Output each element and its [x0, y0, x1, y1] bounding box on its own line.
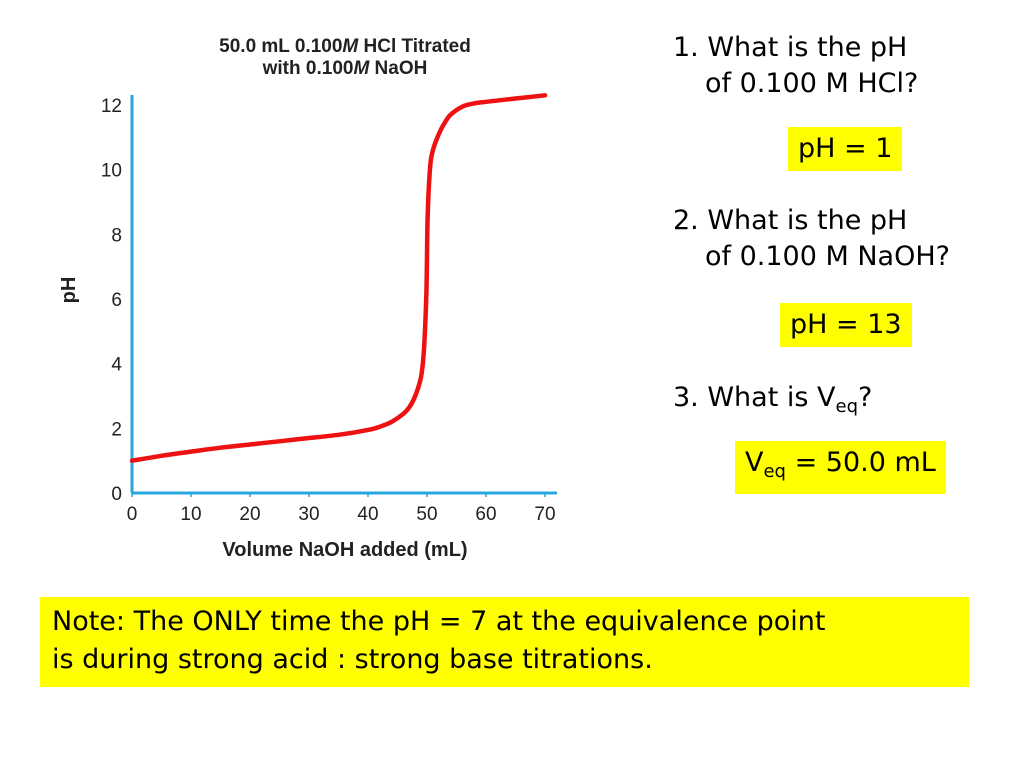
- question-3-suffix: ?: [858, 382, 873, 413]
- answer-3-prefix: V: [745, 447, 764, 478]
- x-tick-label: 50: [416, 504, 437, 525]
- question-1-line1: 1. What is the pH: [673, 32, 908, 63]
- x-tick-label: 20: [239, 504, 260, 525]
- note-line2: is during strong acid : strong base titr…: [52, 644, 653, 675]
- note-box: Note: The ONLY time the pH = 7 at the eq…: [40, 597, 969, 687]
- chart-series: [129, 93, 548, 463]
- y-tick-label: 4: [111, 355, 122, 376]
- answer-3-subscript: eq: [763, 461, 786, 482]
- y-tick-label: 8: [111, 225, 122, 246]
- y-tick-label: 10: [101, 161, 122, 182]
- x-tick-label: 70: [534, 504, 555, 525]
- question-1: 1. What is the pH of 0.100 M HCl?: [673, 30, 918, 102]
- x-tick-labels: 0 10 20 30 40 50 60 70: [127, 493, 556, 525]
- y-tick-label: 12: [101, 96, 122, 117]
- y-axis-label: pH: [58, 277, 80, 304]
- question-3: 3. What is Veq?: [673, 380, 872, 425]
- chart-title-line-2: with 0.100M NaOH: [262, 58, 428, 79]
- question-2: 2. What is the pH of 0.100 M NaOH?: [673, 203, 950, 275]
- x-tick-label: 30: [298, 504, 319, 525]
- question-3-subscript: eq: [835, 396, 859, 417]
- answer-2-box: pH = 13: [780, 303, 912, 347]
- titration-curve-1: [129, 93, 548, 463]
- x-tick-label: 60: [475, 504, 496, 525]
- y-tick-labels: 0 2 4 6 8 10 12: [101, 96, 123, 505]
- answer-3-box: Veq = 50.0 mL: [735, 441, 946, 494]
- answer-1-box: pH = 1: [788, 127, 903, 171]
- note-line1: Note: The ONLY time the pH = 7 at the eq…: [52, 606, 826, 637]
- answer-3-suffix: = 50.0 mL: [785, 447, 936, 478]
- x-axis-label: Volume NaOH added (mL): [222, 539, 467, 561]
- question-1-line2: of 0.100 M HCl?: [705, 68, 919, 99]
- question-3-prefix: 3. What is V: [673, 382, 836, 413]
- answer-2-text: pH = 13: [790, 309, 902, 340]
- answer-1-text: pH = 1: [798, 133, 893, 164]
- question-2-line2: of 0.100 M NaOH?: [705, 241, 950, 272]
- question-2-line1: 2. What is the pH: [673, 205, 908, 236]
- chart-title-line-1: 50.0 mL 0.100M HCl Titrated: [219, 36, 471, 57]
- y-tick-label: 2: [111, 419, 122, 440]
- x-tick-label: 0: [127, 504, 138, 525]
- y-tick-label: 0: [111, 484, 122, 505]
- x-tick-label: 10: [180, 504, 201, 525]
- x-tick-label: 40: [357, 504, 378, 525]
- y-tick-label: 6: [111, 290, 122, 311]
